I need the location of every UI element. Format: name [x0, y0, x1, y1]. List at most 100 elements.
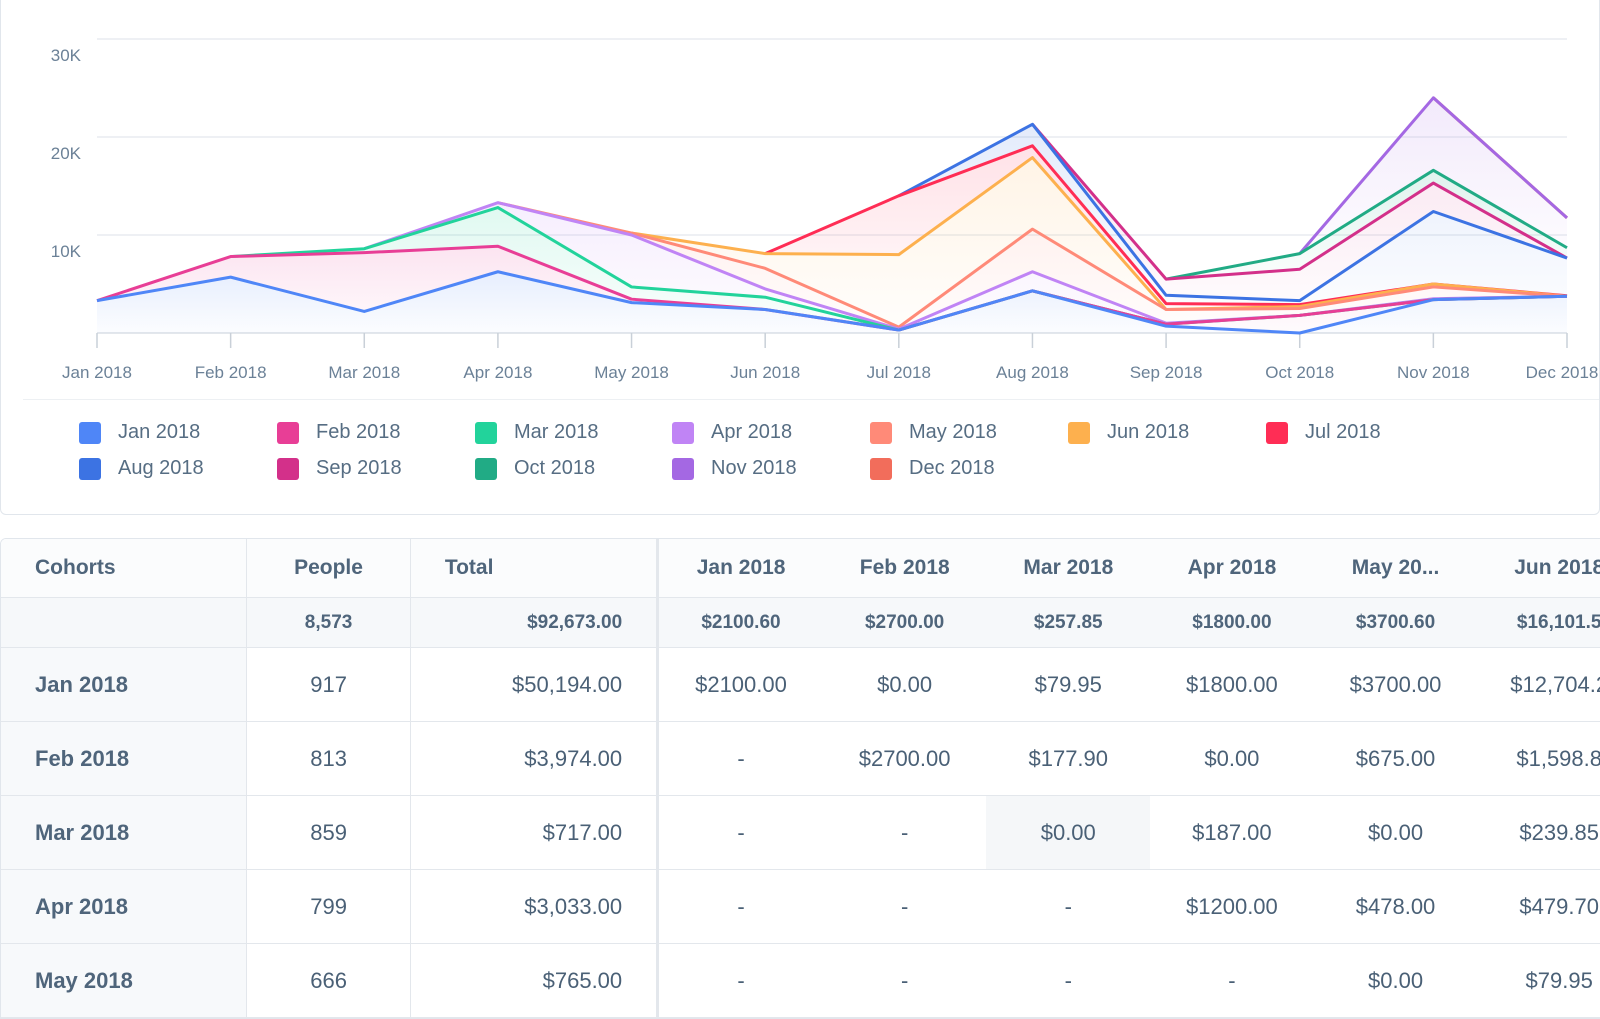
table-cell: $2700.00 — [858, 745, 951, 771]
table-cell: $0.00 — [1368, 819, 1424, 845]
series-line[interactable] — [631, 156, 1568, 311]
table-cell: $478.00 — [1355, 893, 1436, 919]
x-tick-label: Dec 2018 — [1526, 363, 1599, 382]
column-header[interactable]: Cohorts — [1, 539, 248, 597]
column-header[interactable]: Jan 2018 — [696, 556, 786, 579]
table-cell: $92,673.00 — [411, 598, 660, 647]
series-line[interactable] — [497, 201, 1568, 329]
legend-item[interactable]: Nov 2018 — [672, 457, 797, 480]
table-cell: - — [737, 967, 745, 993]
legend-label: Aug 2018 — [118, 457, 204, 479]
legend-item[interactable]: Jul 2018 — [1266, 421, 1381, 444]
table-cell: $479.70 — [1519, 893, 1599, 919]
legend-swatch — [1266, 421, 1288, 444]
legend-item[interactable]: Dec 2018 — [870, 457, 995, 480]
x-tick-label: Feb 2018 — [195, 363, 267, 382]
legend-item[interactable]: Mar 2018 — [475, 421, 599, 444]
series-area — [97, 271, 1567, 333]
table-cell: $0.00 — [986, 796, 1151, 869]
table-cell: $187.00 — [1192, 819, 1272, 845]
legend-label: Mar 2018 — [514, 421, 599, 443]
x-tick-label: May 2018 — [594, 363, 669, 382]
legend-item[interactable]: Oct 2018 — [475, 457, 595, 480]
table-cell: $257.85 — [1033, 611, 1103, 633]
table-cell: $1800.00 — [1186, 671, 1278, 697]
table-cell: 799 — [247, 870, 411, 943]
series-line[interactable] — [1165, 168, 1568, 281]
legend-swatch — [870, 421, 892, 444]
legend-item[interactable]: Feb 2018 — [277, 421, 401, 444]
table-row: Feb 2018 813 $3,974.00 - $2700.00 $177.90 $0.0… — [1, 722, 1600, 796]
table-cell: $717.00 — [411, 796, 660, 869]
x-tick-label: Apr 2018 — [463, 363, 532, 382]
legend-item[interactable]: Aug 2018 — [79, 457, 204, 480]
table-cell: 859 — [247, 796, 411, 869]
x-tick-label: Aug 2018 — [996, 363, 1069, 382]
table-header-row: Cohorts People Total Jan 2018 Feb 2018 Mar 20… — [1, 539, 1600, 598]
table-cell: $177.90 — [1028, 745, 1109, 771]
table-row: Apr 2018 799 $3,033.00 - - - $1200.00 $478.00 $4… — [1, 870, 1600, 944]
table-cell: - — [737, 819, 745, 845]
column-header[interactable]: Jun 2018 — [1514, 556, 1600, 579]
column-header[interactable]: Mar 2018 — [1023, 556, 1114, 579]
series-line[interactable] — [1298, 96, 1569, 255]
series-line[interactable] — [898, 122, 1568, 303]
legend-divider — [23, 399, 1599, 400]
column-header[interactable]: Feb 2018 — [859, 556, 950, 579]
table-cell: $3,974.00 — [411, 722, 660, 795]
table-cell — [1, 598, 248, 647]
legend-swatch — [277, 421, 299, 444]
legend-label: May 2018 — [909, 421, 997, 443]
table-cell: $0.00 — [1368, 967, 1424, 993]
y-tick-label: 20K — [51, 144, 82, 163]
column-header[interactable]: Total — [411, 539, 660, 597]
x-tick-label: Sep 2018 — [1130, 363, 1203, 382]
legend-label: Nov 2018 — [711, 457, 797, 479]
legend-label: Feb 2018 — [316, 421, 401, 443]
table-cell: $2100.00 — [695, 671, 787, 697]
table-cell: Feb 2018 — [1, 722, 248, 795]
series-line[interactable] — [1031, 123, 1568, 281]
legend-label: Oct 2018 — [514, 457, 596, 479]
table-cell: $0.00 — [1204, 745, 1260, 771]
column-header[interactable]: People — [247, 539, 411, 597]
legend-swatch — [870, 457, 892, 480]
legend-label: Sep 2018 — [316, 457, 402, 479]
table-cell: 917 — [247, 648, 411, 721]
table-row: Jan 2018 917 $50,194.00 $2100.00 $0.00 $79.95… — [1, 648, 1600, 722]
chart-card: 30K 20K 10K Jan 2018 Feb 2018 Mar 2018 Apr 201… — [0, 0, 1600, 515]
series-area — [97, 246, 1567, 333]
x-tick-label: Nov 2018 — [1397, 363, 1470, 382]
legend-item[interactable]: Jan 2018 — [79, 421, 200, 444]
legend-item[interactable]: May 2018 — [870, 421, 997, 444]
series-line[interactable] — [96, 270, 1568, 335]
cohort-area-chart: 30K 20K 10K Jan 2018 Feb 2018 Mar 2018 Apr 201… — [51, 38, 1599, 382]
table-cell: - — [1064, 893, 1072, 919]
legend-label: Jan 2018 — [118, 421, 201, 443]
legend-label: Jun 2018 — [1107, 421, 1190, 443]
legend-item[interactable]: Apr 2018 — [672, 421, 792, 444]
table-summary-row: 8,573 $92,673.00 $2100.60 $2700.00 $257.85 $1… — [1, 598, 1600, 648]
table-cell: - — [737, 893, 745, 919]
x-tick-label: Jul 2018 — [867, 363, 931, 382]
series-area — [631, 157, 1567, 328]
table-cell: $50,194.00 — [411, 648, 660, 721]
table-cell: - — [900, 967, 909, 993]
table-cell: - — [900, 893, 909, 919]
legend-item[interactable]: Jun 2018 — [1068, 421, 1189, 444]
legend-swatch — [672, 457, 694, 480]
x-tick-label: Oct 2018 — [1265, 363, 1334, 382]
table-cell: $239.85 — [1519, 819, 1599, 845]
legend-item[interactable]: Sep 2018 — [277, 457, 402, 480]
legend-swatch — [475, 421, 497, 444]
table-cell: $1,598.8 — [1516, 745, 1600, 771]
table-cell: $675.00 — [1355, 745, 1436, 771]
table-cell: Apr 2018 — [1, 870, 248, 943]
table-cell: $1200.00 — [1186, 893, 1278, 919]
legend-swatch — [1068, 421, 1090, 444]
legend-label: Dec 2018 — [909, 457, 995, 479]
table-cell: Jan 2018 — [1, 648, 248, 721]
column-header[interactable]: Apr 2018 — [1187, 556, 1277, 579]
column-header[interactable]: May 20... — [1351, 556, 1440, 579]
table-cell: 8,573 — [247, 598, 411, 647]
